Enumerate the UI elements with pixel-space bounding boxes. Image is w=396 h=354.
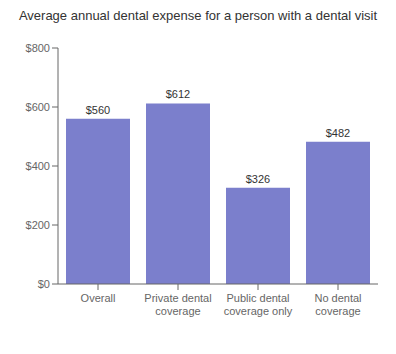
svg-text:No dentalcoverage: No dentalcoverage [314,292,361,317]
svg-text:$482: $482 [326,127,350,139]
svg-text:$612: $612 [166,88,190,100]
svg-text:Private dentalcoverage: Private dentalcoverage [144,292,211,317]
svg-text:$0: $0 [38,278,50,290]
svg-text:$200: $200 [26,219,50,231]
svg-text:$800: $800 [26,42,50,54]
svg-text:$560: $560 [86,104,110,116]
svg-text:Overall: Overall [81,292,116,304]
svg-text:$400: $400 [26,160,50,172]
svg-text:$600: $600 [26,101,50,113]
html-text:Average annual dental expense: Average annual dental expense for a pers… [18,8,378,23]
svg-text:$326: $326 [246,173,270,185]
svg-text:Public dentalcoverage only: Public dentalcoverage only [224,292,293,317]
